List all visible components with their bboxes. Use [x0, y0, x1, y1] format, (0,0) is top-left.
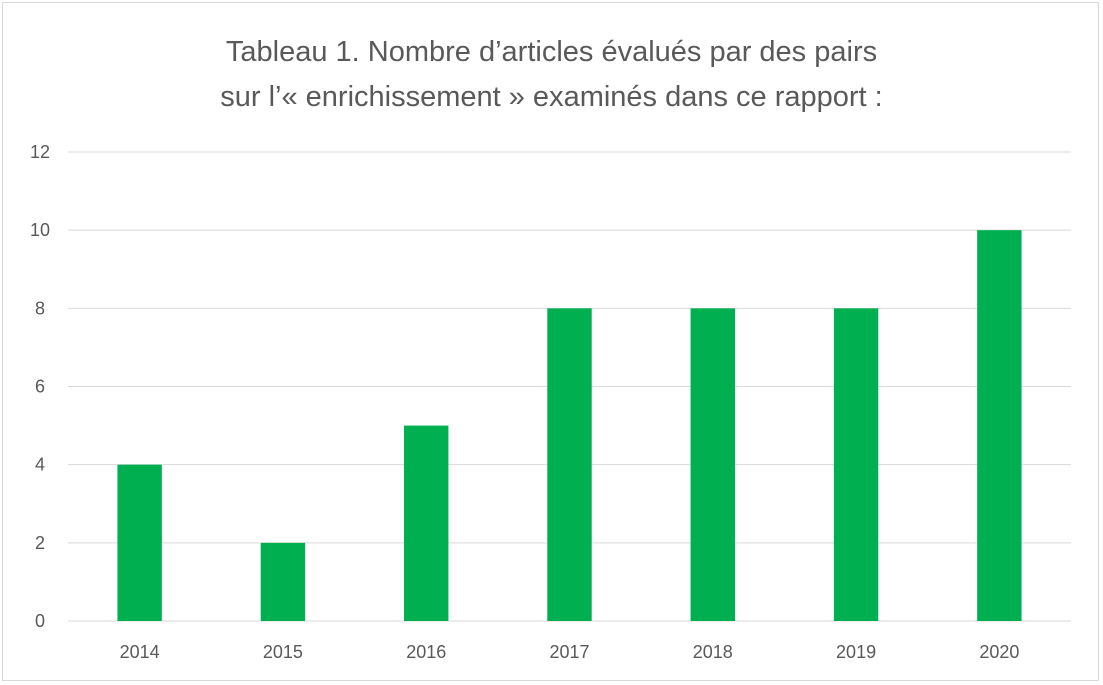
y-tick-label: 2: [35, 533, 45, 553]
x-tick-label: 2019: [836, 642, 876, 662]
x-axis-ticks: 2014 2015 2016 2017 2018 2019 2020: [120, 642, 1020, 662]
y-axis-ticks: 0 2 4 6 8 10 12: [30, 142, 50, 631]
chart-title-line-2: sur l’« enrichissement » examinés dans c…: [220, 81, 883, 113]
y-tick-label: 12: [30, 142, 50, 162]
x-tick-label: 2017: [549, 642, 589, 662]
bar-2015: [260, 542, 306, 621]
x-tick-label: 2015: [263, 642, 303, 662]
x-tick-label: 2014: [120, 642, 160, 662]
x-tick-label: 2020: [979, 642, 1019, 662]
y-tick-label: 0: [35, 611, 45, 631]
bars: [117, 230, 1022, 621]
bar-2020: [977, 230, 1022, 621]
y-tick-label: 10: [30, 220, 50, 240]
x-tick-label: 2018: [693, 642, 733, 662]
y-tick-label: 8: [35, 298, 45, 318]
bar-2019: [833, 308, 879, 621]
bar-2017: [547, 308, 592, 621]
x-tick-label: 2016: [406, 642, 446, 662]
bar-2016: [404, 425, 449, 621]
chart-title: Tableau 1. Nombre d’articles évalués par…: [0, 30, 1103, 120]
y-tick-label: 4: [35, 455, 45, 475]
chart-title-line-1: Tableau 1. Nombre d’articles évalués par…: [225, 36, 878, 68]
bar-2018: [690, 308, 735, 621]
bar-2014: [117, 464, 162, 621]
y-tick-label: 6: [35, 377, 45, 397]
